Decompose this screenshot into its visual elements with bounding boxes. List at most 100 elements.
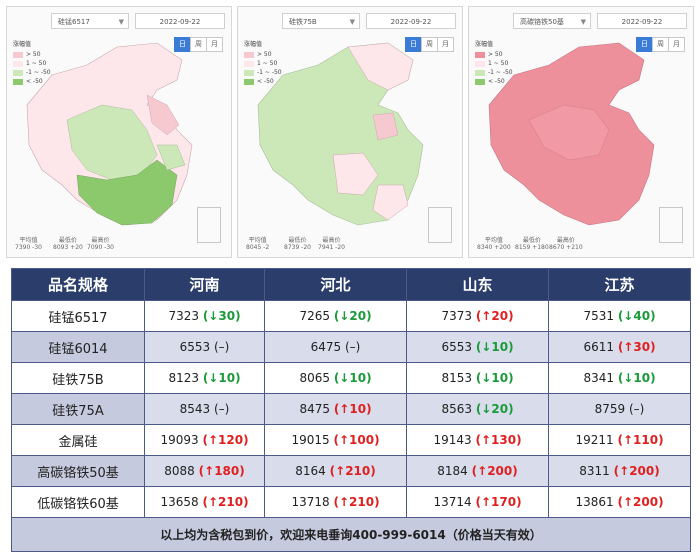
price-value: 19143 bbox=[433, 433, 472, 447]
price-value: 8759 bbox=[594, 402, 626, 416]
avg-label: 平均值 8340 +200 bbox=[477, 237, 511, 251]
table-row: 低碳铬铁60基 13658 (↑210) 13718 (↑210) 13714 (↑1… bbox=[11, 486, 691, 518]
arrow-up-icon: ↑ bbox=[338, 433, 349, 447]
price-value: 8164 bbox=[295, 464, 326, 478]
period-toggle: 日 周 月 bbox=[636, 37, 685, 52]
product-dropdown[interactable]: 高碳铬铁50基 ▼ bbox=[513, 13, 591, 29]
header-henan: 河南 bbox=[144, 268, 265, 301]
legend-title: 涨幅值 bbox=[244, 41, 263, 48]
price-value: 19015 bbox=[291, 433, 330, 447]
min-label: 最低价 8739 -20 bbox=[284, 237, 311, 251]
product-name-cell: 硅锰6014 bbox=[11, 331, 145, 363]
legend-title: 涨幅值 bbox=[13, 41, 32, 48]
arrow-down-icon: ↓ bbox=[481, 371, 492, 385]
price-table: 品名规格 河南 河北 山东 江苏 硅锰6517 7323 (↓30) 7265 (↓… bbox=[11, 268, 691, 552]
price-change: (↑180) bbox=[198, 464, 245, 478]
price-change: (↑200) bbox=[617, 495, 664, 509]
arrow-down-icon: ↓ bbox=[481, 340, 492, 354]
price-value: 8065 bbox=[299, 371, 330, 385]
table-row: 高碳铬铁50基 8088 (↑180) 8164 (↑210) 8184 (↑200)… bbox=[11, 455, 691, 487]
price-change: (↑100) bbox=[333, 433, 380, 447]
arrow-up-icon: ↑ bbox=[622, 433, 633, 447]
price-change: (↑10) bbox=[333, 402, 372, 416]
change-delta: 40 bbox=[633, 309, 651, 323]
price-cell: 13714 (↑170) bbox=[406, 486, 549, 518]
price-cell: 6611 (↑30) bbox=[548, 331, 691, 363]
max-label: 最高价 7941 -20 bbox=[318, 237, 345, 251]
arrow-down-icon: ↓ bbox=[339, 309, 350, 323]
toggle-month[interactable]: 月 bbox=[437, 37, 454, 52]
price-cell: 8475 (↑10) bbox=[264, 393, 407, 425]
toggle-week[interactable]: 周 bbox=[421, 37, 438, 52]
price-value: 7323 bbox=[168, 309, 199, 323]
arrow-down-icon: ↓ bbox=[623, 371, 634, 385]
price-cell: 8311 (↑200) bbox=[548, 455, 691, 487]
price-value: 6611 bbox=[583, 340, 614, 354]
arrow-up-icon: ↑ bbox=[623, 340, 634, 354]
price-cell: 7531 (↓40) bbox=[548, 300, 691, 332]
header-jiangsu: 江苏 bbox=[548, 268, 691, 301]
change-delta: 30 bbox=[633, 340, 651, 354]
arrow-up-icon: ↑ bbox=[480, 433, 491, 447]
price-value: 19211 bbox=[575, 433, 614, 447]
product-dropdown[interactable]: 硅锰6517 ▼ bbox=[51, 13, 129, 29]
price-value: 8341 bbox=[583, 371, 614, 385]
toggle-week[interactable]: 周 bbox=[652, 37, 669, 52]
change-delta: 20 bbox=[349, 309, 367, 323]
price-value: 7265 bbox=[299, 309, 330, 323]
price-cell: 8088 (↑180) bbox=[144, 455, 265, 487]
price-value: 6553 bbox=[179, 340, 211, 354]
date-picker[interactable]: 2022-09-22 bbox=[597, 13, 687, 29]
arrow-down-icon: ↓ bbox=[208, 309, 219, 323]
price-change: (↑210) bbox=[329, 464, 376, 478]
price-change: (↑210) bbox=[202, 495, 249, 509]
price-change: (↓10) bbox=[333, 371, 372, 385]
period-toggle: 日 周 月 bbox=[405, 37, 454, 52]
arrow-up-icon: ↑ bbox=[207, 495, 218, 509]
china-map bbox=[257, 42, 424, 226]
toggle-month[interactable]: 月 bbox=[206, 37, 223, 52]
price-value: 8123 bbox=[168, 371, 199, 385]
price-change: (↑110) bbox=[617, 433, 664, 447]
price-value: 13718 bbox=[291, 495, 330, 509]
price-value: 13714 bbox=[433, 495, 472, 509]
arrow-up-icon: ↑ bbox=[481, 309, 492, 323]
price-cell: 13658 (↑210) bbox=[144, 486, 265, 518]
map-legend: 涨幅值 > 50 1 ~ 50 -1 ~ -50 < -50 bbox=[13, 39, 51, 86]
price-change: (↓10) bbox=[202, 371, 241, 385]
table-row: 硅铁75B 8123 (↓10) 8065 (↓10) 8153 (↓10) 8341 … bbox=[11, 362, 691, 394]
price-cell: 8164 (↑210) bbox=[264, 455, 407, 487]
change-delta: 20 bbox=[491, 402, 509, 416]
product-name-cell: 低碳铬铁60基 bbox=[11, 486, 145, 518]
price-value: 8153 bbox=[441, 371, 472, 385]
price-change: (↑200) bbox=[613, 464, 660, 478]
avg-label: 平均值 7390 -30 bbox=[15, 237, 42, 251]
change-delta: 30 bbox=[218, 309, 236, 323]
map-panels: 硅锰6517 ▼ 2022-09-22 日 周 月 涨幅值 > 50 1 ~ 50… bbox=[6, 6, 694, 258]
product-name-cell: 硅锰6517 bbox=[11, 300, 145, 332]
table-header-row: 品名规格 河南 河北 山东 江苏 bbox=[11, 268, 691, 301]
arrow-up-icon: ↑ bbox=[339, 402, 350, 416]
table-footer-row: 以上均为含税包到价，欢迎来电垂询400-999-6014（价格当天有效） bbox=[11, 517, 691, 552]
price-cell: 6475 (–) bbox=[264, 331, 407, 363]
date-picker[interactable]: 2022-09-22 bbox=[366, 13, 456, 29]
date-picker[interactable]: 2022-09-22 bbox=[135, 13, 225, 29]
change-delta: 110 bbox=[633, 433, 659, 447]
legend-item: > 50 bbox=[26, 51, 41, 58]
price-change: (↓40) bbox=[617, 309, 656, 323]
product-dropdown[interactable]: 硅铁75B ▼ bbox=[282, 13, 360, 29]
price-cell: 7323 (↓30) bbox=[144, 300, 265, 332]
price-change: (↑120) bbox=[202, 433, 249, 447]
min-label: 最低价 8159 +180 bbox=[515, 237, 549, 251]
change-delta: 130 bbox=[491, 433, 517, 447]
price-cell: 6553 (–) bbox=[144, 331, 265, 363]
price-cell: 8123 (↓10) bbox=[144, 362, 265, 394]
change-delta: 10 bbox=[349, 371, 367, 385]
arrow-up-icon: ↑ bbox=[204, 464, 215, 478]
arrow-down-icon: ↓ bbox=[339, 371, 350, 385]
product-name-cell: 硅铁75A bbox=[11, 393, 145, 425]
price-value: 7373 bbox=[441, 309, 472, 323]
map-legend: 涨幅值 > 50 1 ~ 50 -1 ~ -50 < -50 bbox=[244, 39, 282, 86]
toggle-month[interactable]: 月 bbox=[668, 37, 685, 52]
south-sea-inset bbox=[428, 207, 452, 243]
